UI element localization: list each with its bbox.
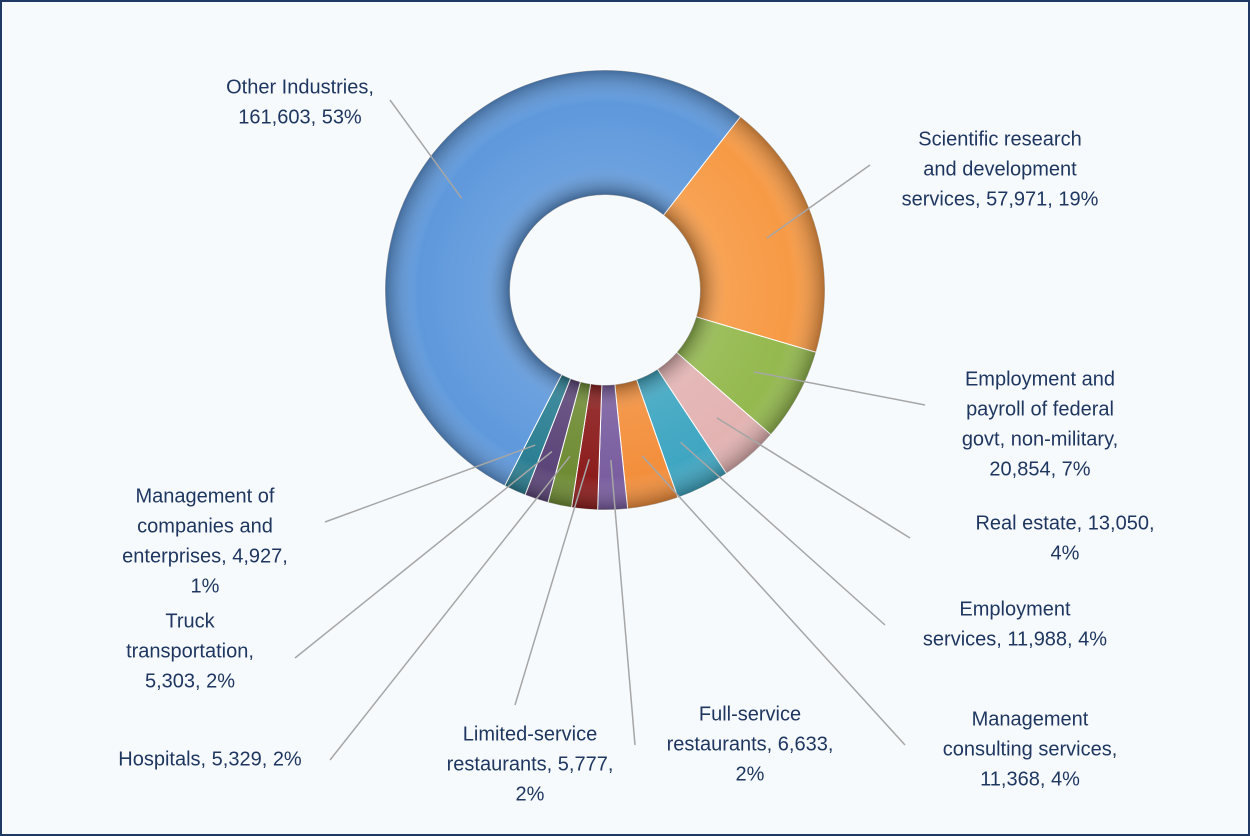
data-label: Employment [959,598,1071,620]
leader-line [680,441,886,626]
leader-line [766,164,871,239]
data-label: restaurants, 5,777, [447,753,614,775]
data-label: Other Industries, [226,76,374,98]
data-label: enterprises, 4,927, [122,545,288,567]
leader-line [324,444,536,523]
data-label: 11,368, 4% [980,768,1080,790]
data-label: Full-service [699,703,801,725]
data-label: consulting services, [943,738,1118,760]
data-label: 5,303, 2% [145,670,235,692]
labels: Scientific research and development servic… [118,76,1154,805]
data-label: 20,854, 7% [989,458,1090,480]
data-label: govt, non-military, [962,428,1118,450]
data-label: Limited-service [463,723,597,745]
data-label: Real estate, 13,050, [975,512,1154,534]
data-label: companies and [137,515,273,537]
data-label: Truck [165,610,215,632]
data-label: 2% [736,763,765,785]
data-label: Scientific research [918,128,1081,150]
data-label: services, 11,988, 4% [923,628,1107,650]
data-label: transportation, [126,640,254,662]
data-label: 4% [1051,542,1080,564]
leaders [294,99,926,761]
data-label: 1% [191,575,220,597]
data-label: Hospitals, 5,329, 2% [118,748,302,770]
data-label: services, 57,971, 19% [902,188,1099,210]
leader-line [610,459,636,746]
data-label: and development [923,158,1077,180]
leader-line [329,455,571,761]
data-label: payroll of federal [966,398,1114,420]
leader-line [294,450,553,659]
data-label: 2% [516,783,545,805]
leader-line [716,417,911,539]
leader-line [641,455,906,746]
leader-line [389,99,463,199]
data-label: 161,603, 53% [238,106,362,128]
data-label: Employment and [965,368,1115,390]
leader-line [514,459,590,706]
leader-line [753,371,926,406]
data-label: restaurants, 6,633, [667,733,834,755]
data-label: Management [972,708,1089,730]
data-label: Management of [136,485,275,507]
